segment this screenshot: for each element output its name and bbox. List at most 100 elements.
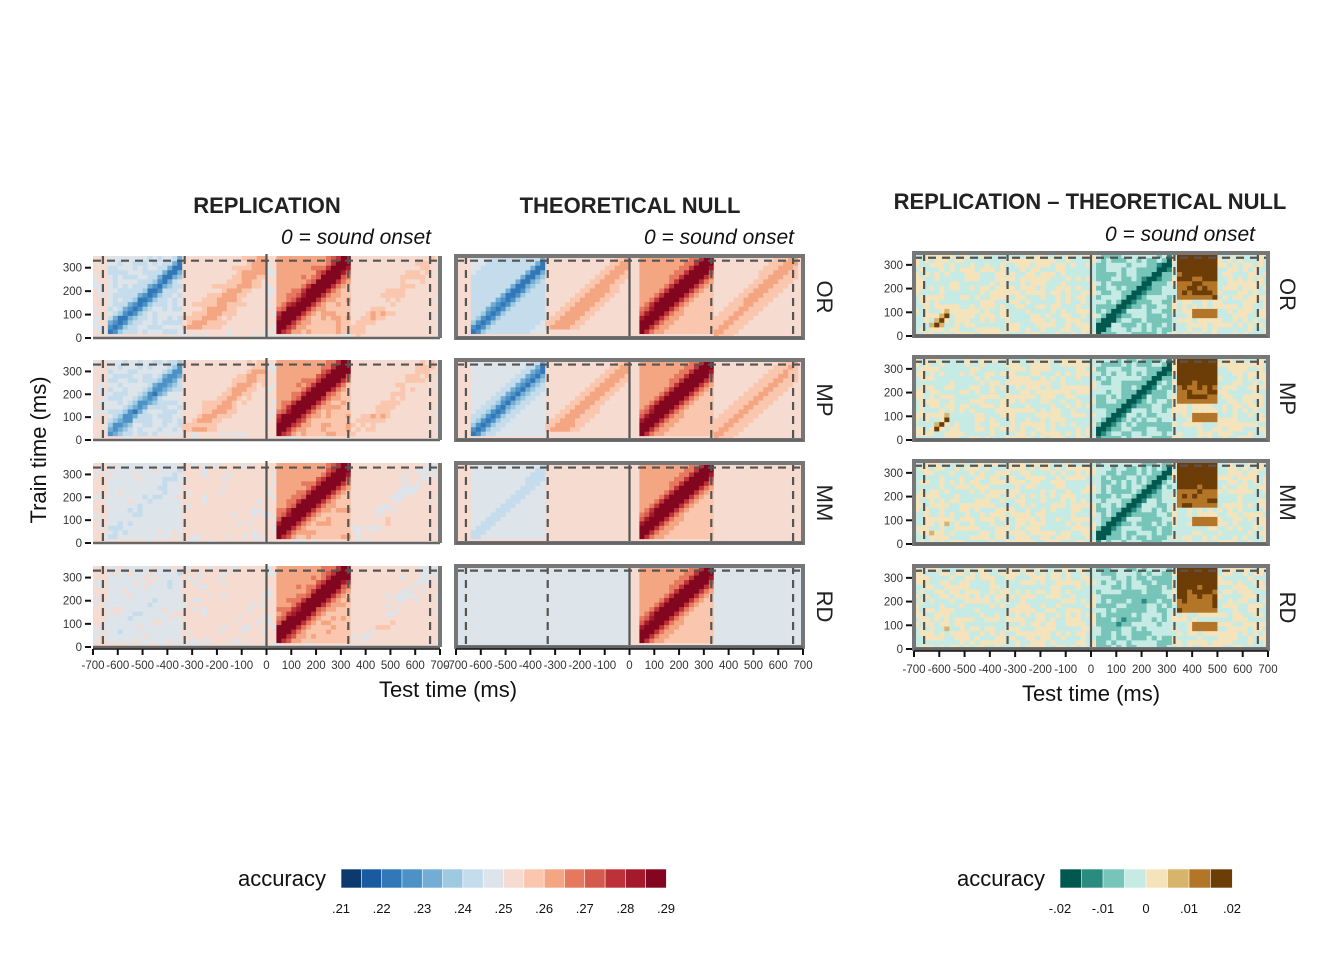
heatmap-cell bbox=[167, 320, 173, 325]
strip-label-MM: MM bbox=[812, 485, 837, 522]
heatmap-cell bbox=[138, 602, 144, 607]
heatmap-cell bbox=[108, 476, 114, 481]
heatmap-cell bbox=[227, 525, 233, 530]
heatmap-cell bbox=[138, 534, 144, 539]
heatmap-cell bbox=[128, 620, 134, 625]
heatmap-cell bbox=[148, 431, 154, 436]
heatmap-cell bbox=[301, 378, 307, 383]
heatmap-cell bbox=[133, 634, 139, 639]
heatmap-cell bbox=[247, 302, 253, 307]
heatmap-cell bbox=[400, 521, 406, 526]
heatmap-cell bbox=[162, 373, 168, 378]
heatmap-cell bbox=[157, 274, 163, 279]
heatmap-cell bbox=[202, 324, 208, 329]
heatmap-cell bbox=[271, 265, 277, 270]
heatmap-cell bbox=[152, 593, 158, 598]
heatmap-cell bbox=[326, 283, 332, 288]
heatmap-cell bbox=[356, 373, 362, 378]
heatmap-cell bbox=[143, 602, 149, 607]
heatmap-cell bbox=[336, 422, 342, 427]
heatmap-cell bbox=[271, 530, 277, 535]
heatmap-cell bbox=[108, 382, 114, 387]
heatmap-cell bbox=[415, 391, 421, 396]
heatmap-cell bbox=[271, 607, 277, 612]
heatmap-cell bbox=[167, 288, 173, 293]
heatmap-cell bbox=[192, 283, 198, 288]
heatmap-cell bbox=[410, 427, 416, 432]
heatmap-cell bbox=[123, 472, 129, 477]
heatmap-cell bbox=[202, 297, 208, 302]
heatmap-cell bbox=[113, 611, 119, 616]
heatmap-cell bbox=[187, 534, 193, 539]
heatmap-cell bbox=[405, 422, 411, 427]
heatmap-cell bbox=[410, 521, 416, 526]
heatmap-cell bbox=[197, 396, 203, 401]
heatmap-cell bbox=[286, 512, 292, 517]
heatmap-cell bbox=[301, 611, 307, 616]
heatmap-cell bbox=[157, 589, 163, 594]
heatmap-cell bbox=[385, 525, 391, 530]
heatmap-cell bbox=[296, 602, 302, 607]
heatmap-cell bbox=[361, 431, 367, 436]
heatmap-cell bbox=[113, 311, 119, 316]
heatmap-cell bbox=[192, 625, 198, 630]
heatmap-cell bbox=[247, 418, 253, 423]
heatmap-cell bbox=[296, 566, 302, 571]
heatmap-cell bbox=[371, 292, 377, 297]
heatmap-cell bbox=[123, 598, 129, 603]
heatmap-cell bbox=[108, 499, 114, 504]
heatmap-cell bbox=[346, 265, 352, 270]
heatmap-cell bbox=[346, 306, 352, 311]
heatmap-cell bbox=[395, 413, 401, 418]
heatmap-cell bbox=[316, 593, 322, 598]
heatmap-cell bbox=[252, 418, 258, 423]
heatmap-cell bbox=[361, 270, 367, 275]
heatmap-cell bbox=[202, 409, 208, 414]
heatmap-cell bbox=[148, 400, 154, 405]
heatmap-cell bbox=[177, 369, 183, 374]
heatmap-cell bbox=[276, 580, 282, 585]
heatmap-cell bbox=[316, 530, 322, 535]
heatmap-cell bbox=[138, 306, 144, 311]
heatmap-cell bbox=[381, 387, 387, 392]
heatmap-cell bbox=[405, 292, 411, 297]
heatmap-cell bbox=[410, 409, 416, 414]
heatmap-cell bbox=[113, 315, 119, 320]
heatmap-cell bbox=[276, 530, 282, 535]
heatmap-cell bbox=[212, 534, 218, 539]
heatmap-cell bbox=[281, 302, 287, 307]
heatmap-cell bbox=[128, 602, 134, 607]
heatmap-cell bbox=[400, 607, 406, 612]
heatmap-cell bbox=[390, 320, 396, 325]
heatmap-cell bbox=[242, 571, 248, 576]
heatmap-cell bbox=[316, 516, 322, 521]
heatmap-cell bbox=[148, 620, 154, 625]
heatmap-cell bbox=[385, 404, 391, 409]
heatmap-cell bbox=[143, 364, 149, 369]
heatmap-cell bbox=[98, 292, 104, 297]
heatmap-cell bbox=[361, 427, 367, 432]
heatmap-cell bbox=[143, 261, 149, 266]
heatmap-cell bbox=[306, 634, 312, 639]
heatmap-cell bbox=[143, 530, 149, 535]
heatmap-cell bbox=[420, 481, 426, 486]
heatmap-cell bbox=[311, 256, 317, 261]
heatmap-cell bbox=[356, 427, 362, 432]
heatmap-cell bbox=[128, 418, 134, 423]
heatmap-cell bbox=[356, 288, 362, 293]
heatmap-cell bbox=[103, 279, 109, 284]
heatmap-cell bbox=[128, 476, 134, 481]
heatmap-cell bbox=[152, 598, 158, 603]
heatmap-cell bbox=[108, 580, 114, 585]
heatmap-cell bbox=[366, 580, 372, 585]
heatmap-cell bbox=[148, 611, 154, 616]
heatmap-cell bbox=[152, 413, 158, 418]
heatmap-cell bbox=[232, 270, 238, 275]
heatmap-cell bbox=[311, 490, 317, 495]
heatmap-cell bbox=[217, 490, 223, 495]
heatmap-cell bbox=[376, 620, 382, 625]
heatmap-cell bbox=[390, 499, 396, 504]
heatmap-cell bbox=[197, 431, 203, 436]
heatmap-cell bbox=[108, 598, 114, 603]
heatmap-cell bbox=[296, 530, 302, 535]
